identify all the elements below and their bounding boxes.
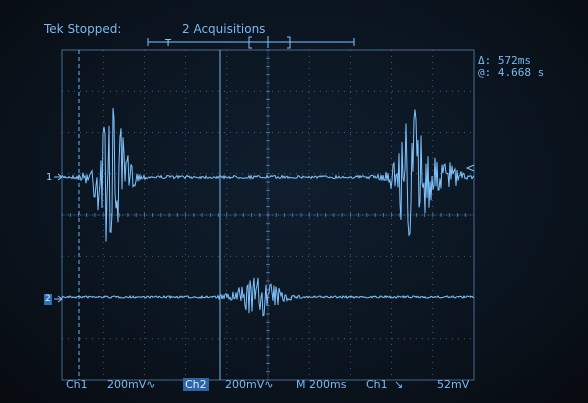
ch1-waveform xyxy=(61,107,475,242)
cursor-delta-readout: Δ: 572ms xyxy=(478,54,531,67)
trigger-position-marker: T xyxy=(165,38,172,49)
ch2-ground-arrow xyxy=(54,295,63,303)
ch1-ground-marker: 1 xyxy=(46,172,53,183)
acquisition-record-bar xyxy=(147,36,355,49)
ch1-ground-arrow xyxy=(54,173,63,181)
ch2-ground-marker: 2 xyxy=(44,294,52,305)
trigger-level-pointer xyxy=(465,164,475,172)
trigger-source: Ch1 xyxy=(366,378,388,391)
trigger-level: 52mV xyxy=(437,378,470,391)
ch1-scale: 200mV∿ xyxy=(107,378,156,391)
scope-status: Tek Stopped: xyxy=(44,22,122,36)
ch2-scale: 200mV∿ xyxy=(225,378,274,391)
view-bracket-right xyxy=(287,36,291,49)
ch2-label: Ch2 xyxy=(183,378,209,391)
view-bracket-left xyxy=(248,36,252,49)
ch2-waveform xyxy=(61,277,475,317)
timebase-readout: M 200ms xyxy=(296,378,347,391)
cursor-lines xyxy=(78,50,221,380)
cursor-position-readout: @: 4.668 s xyxy=(478,66,545,79)
ch1-label: Ch1 xyxy=(66,378,88,391)
acquisition-count: 2 Acquisitions xyxy=(182,22,266,36)
graticule xyxy=(61,49,475,381)
trigger-slope-icon: ↘ xyxy=(394,378,404,391)
